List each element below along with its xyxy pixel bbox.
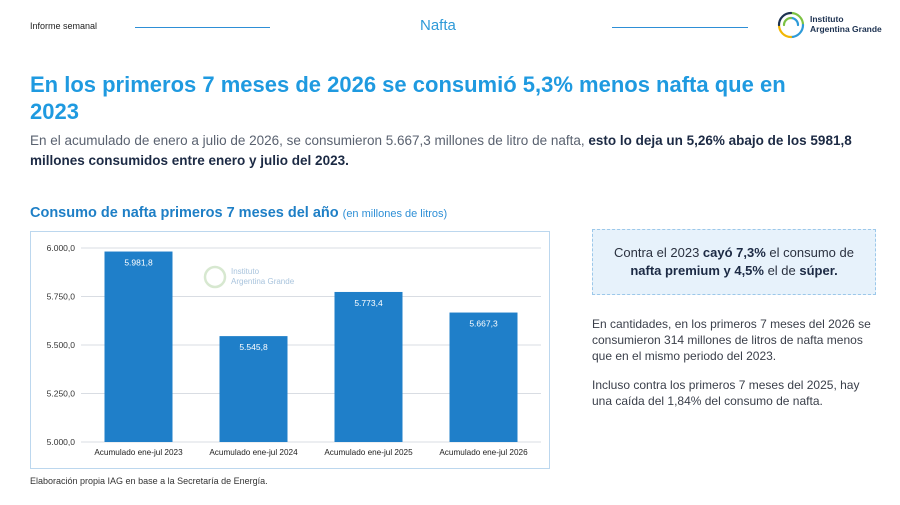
callout-text-1: Contra el 2023: [614, 245, 703, 260]
y-tick-label: 6.000,0: [47, 243, 76, 253]
chart-title-main: Consumo de nafta primeros 7 meses del añ…: [30, 205, 339, 221]
header-rule-right: [612, 27, 748, 28]
bar: [104, 251, 173, 442]
chart-title: Consumo de nafta primeros 7 meses del añ…: [30, 205, 447, 221]
callout-bold-1: cayó 7,3%: [702, 245, 766, 260]
x-tick-label: Acumulado ene-jul 2025: [324, 448, 413, 457]
y-tick-label: 5.750,0: [47, 292, 76, 302]
callout-text-2: el consumo de: [765, 245, 854, 260]
x-tick-label: Acumulado ene-jul 2024: [209, 448, 298, 457]
page-subtitle: En el acumulado de enero a julio de 2026…: [30, 131, 860, 171]
watermark-text-2: Argentina Grande: [231, 277, 295, 286]
watermark-text-1: Instituto: [231, 267, 260, 276]
callout-bold-2: nafta premium y 4,5%: [630, 263, 764, 278]
x-tick-label: Acumulado ene-jul 2026: [439, 448, 528, 457]
paragraph-vs-2025: Incluso contra los primeros 7 meses del …: [592, 378, 860, 408]
section-title: Nafta: [420, 17, 456, 34]
institute-logo: Instituto Argentina Grande: [776, 10, 886, 42]
bar-value-label: 5.545,8: [239, 342, 268, 352]
paragraph-quantities: En cantidades, en los primeros 7 meses d…: [592, 317, 871, 363]
logo-line-2: Argentina Grande: [810, 24, 882, 34]
callout-text-3: el de: [763, 263, 800, 278]
logo-swirl-icon: [777, 11, 805, 39]
subtitle-emphasis: esto lo deja un 5,26% abajo de los 5981,…: [30, 133, 852, 168]
bar: [334, 291, 403, 442]
chart-svg: 5.000,0 5.250,0 5.500,0 5.750,0 6.000,0 Insti…: [47, 243, 541, 457]
bar-chart: 5.000,0 5.250,0 5.500,0 5.750,0 6.000,0 Insti…: [30, 231, 550, 469]
callout-box: Contra el 2023 cayó 7,3% el consumo de n…: [592, 229, 876, 295]
header-rule-left: [135, 27, 270, 28]
x-tick-label: Acumulado ene-jul 2023: [94, 448, 183, 457]
y-tick-label: 5.500,0: [47, 340, 76, 350]
logo-line-1: Instituto: [810, 14, 844, 24]
subtitle-text: En el acumulado de enero a julio de 2026…: [30, 133, 589, 148]
chart-source: Elaboración propia IAG en base a la Secr…: [30, 476, 268, 486]
bar-value-label: 5.773,4: [354, 298, 383, 308]
y-tick-label: 5.000,0: [47, 437, 76, 447]
y-tick-label: 5.250,0: [47, 389, 76, 399]
callout-bold-3: súper.: [799, 263, 838, 278]
bar-value-label: 5.981,8: [124, 258, 153, 268]
bar-value-label: 5.667,3: [469, 319, 498, 329]
bar: [449, 312, 518, 442]
watermark-logo-icon: [203, 265, 227, 289]
report-label: Informe semanal: [30, 21, 98, 31]
bar: [219, 336, 288, 442]
page-headline: En los primeros 7 meses de 2026 se consu…: [30, 72, 786, 124]
chart-title-unit: (en millones de litros): [342, 208, 448, 220]
logo-text: Instituto Argentina Grande: [810, 14, 882, 34]
